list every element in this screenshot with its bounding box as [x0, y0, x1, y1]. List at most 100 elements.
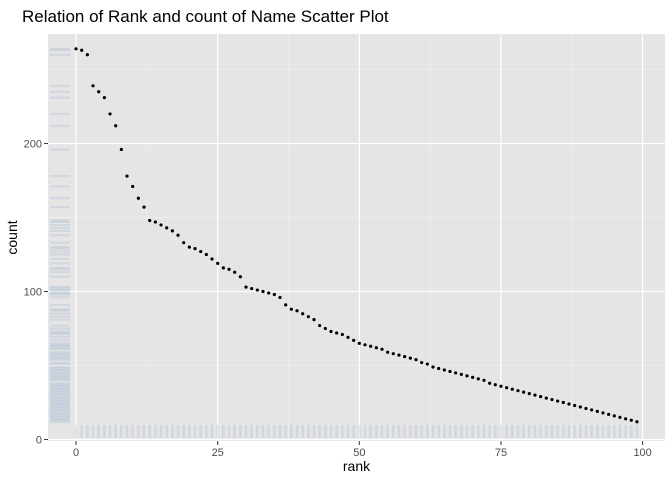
data-point: [493, 383, 497, 387]
y-tick-label: 0: [36, 435, 42, 447]
data-point: [102, 96, 106, 100]
data-point: [544, 396, 548, 400]
data-point: [391, 352, 395, 356]
data-point: [238, 275, 242, 279]
y-tick-label: 200: [24, 139, 42, 151]
data-point: [408, 356, 412, 360]
data-point: [448, 369, 452, 374]
data-point: [244, 285, 248, 289]
data-point: [488, 381, 492, 385]
data-point: [187, 245, 191, 249]
data-point: [357, 341, 361, 345]
data-point: [590, 408, 594, 412]
data-point: [136, 196, 140, 200]
x-axis-label: rank: [343, 458, 371, 474]
data-point: [267, 291, 271, 295]
data-point: [352, 338, 356, 342]
x-axis: 0 25 50 75 100: [73, 441, 652, 459]
data-point: [272, 292, 276, 297]
data-point: [618, 415, 622, 419]
data-point: [289, 307, 293, 311]
data-point: [261, 289, 265, 294]
data-point: [335, 331, 339, 335]
data-point: [380, 347, 384, 351]
data-point: [125, 174, 129, 178]
data-point: [476, 377, 480, 381]
data-point: [204, 252, 208, 257]
data-point: [369, 344, 373, 348]
data-point: [425, 362, 429, 366]
data-point: [386, 350, 390, 354]
data-point: [482, 378, 486, 382]
x-tick-label: 75: [495, 447, 507, 459]
data-point: [612, 414, 616, 418]
data-point: [607, 412, 611, 416]
data-point: [210, 257, 214, 261]
data-point: [159, 223, 163, 227]
data-point: [431, 365, 435, 369]
plot-panel: [48, 34, 665, 441]
x-tick-label: 50: [353, 447, 365, 459]
data-point: [414, 358, 418, 362]
data-point: [550, 397, 554, 402]
data-point: [250, 286, 254, 291]
data-point: [567, 402, 571, 406]
data-point: [629, 418, 633, 422]
data-point: [85, 53, 89, 57]
y-axis-label: count: [4, 220, 20, 254]
data-point: [108, 112, 112, 116]
data-point: [301, 312, 305, 316]
data-point: [346, 335, 350, 339]
data-point: [561, 400, 565, 405]
x-tick-label: 100: [633, 447, 651, 459]
data-point: [635, 420, 639, 424]
minor-gridlines: [48, 34, 665, 441]
data-point: [74, 47, 78, 51]
data-point: [522, 390, 526, 394]
data-point: [465, 374, 469, 378]
data-point: [459, 372, 463, 376]
data-point: [624, 417, 628, 421]
data-point: [165, 226, 169, 230]
data-point: [131, 184, 135, 189]
data-point: [227, 267, 231, 271]
data-point: [142, 205, 146, 209]
data-point: [510, 387, 514, 391]
chart-title: Relation of Rank and count of Name Scatt…: [22, 7, 389, 26]
data-point: [284, 303, 288, 307]
data-point: [119, 147, 123, 152]
data-point: [397, 353, 401, 357]
data-point: [329, 329, 333, 334]
x-tick-label: 25: [212, 447, 224, 459]
data-point: [148, 218, 152, 223]
data-point: [595, 409, 599, 413]
data-point: [193, 247, 197, 251]
data-point: [91, 84, 95, 88]
data-point: [584, 406, 588, 411]
data-point: [454, 371, 458, 375]
data-point: [170, 229, 174, 233]
data-point: [471, 375, 475, 379]
data-point: [233, 270, 237, 274]
data-point: [527, 392, 531, 396]
data-point: [578, 405, 582, 409]
data-point: [97, 90, 101, 94]
x-tick-label: 0: [73, 447, 79, 459]
data-point: [516, 389, 520, 393]
y-rug: [50, 47, 70, 423]
data-point: [176, 233, 180, 237]
data-point: [255, 288, 259, 292]
y-axis: 0 100 200: [24, 139, 48, 447]
data-point: [363, 343, 367, 347]
data-point: [295, 309, 299, 313]
data-point: [323, 326, 327, 331]
data-point: [442, 368, 446, 372]
data-point: [278, 295, 282, 300]
data-point: [437, 366, 441, 371]
data-point: [340, 332, 344, 337]
data-point: [556, 399, 560, 403]
data-point: [114, 124, 118, 128]
data-point: [573, 403, 577, 408]
